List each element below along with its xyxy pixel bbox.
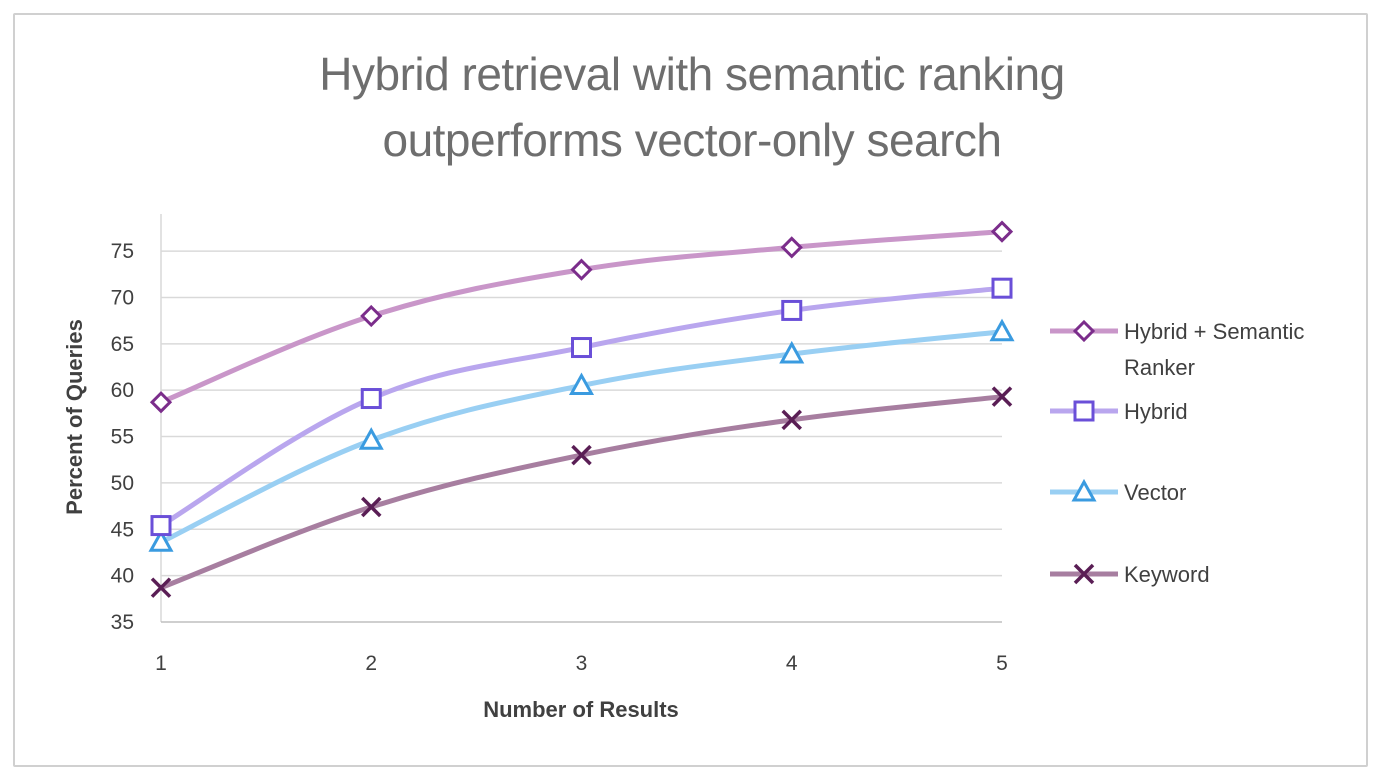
legend-item-hybrid: Hybrid: [1050, 399, 1188, 424]
data-point-hybrid: [150, 515, 172, 537]
legend-marker-hybrid-semantic-ranker: [1072, 319, 1096, 343]
data-point-keyword: [361, 496, 382, 518]
x-marker-stroke: [991, 386, 1013, 407]
data-point-vector: [568, 372, 595, 396]
x-marker-stroke: [571, 444, 592, 466]
y-axis-title: Percent of Queries: [62, 319, 87, 515]
data-point-hybrid-semantic-ranker: [360, 304, 383, 328]
x-marker-stroke: [150, 577, 172, 598]
legend-item-hybrid-semantic-ranker: Hybrid + Semantic Ranker: [1050, 319, 1304, 380]
data-point-vector: [779, 340, 805, 364]
legend-item-vector: Vector: [1050, 478, 1186, 505]
y-tick-label: 65: [111, 333, 134, 356]
series-keyword: [150, 386, 1013, 598]
y-tick-label: 75: [111, 240, 134, 263]
chart-title-line-1: Hybrid retrieval with semantic ranking: [319, 48, 1065, 100]
data-point-keyword: [991, 386, 1013, 407]
y-tick-label: 45: [111, 518, 134, 541]
x-marker-stroke: [781, 409, 802, 431]
x-marker-stroke: [361, 496, 382, 518]
data-point-vector: [148, 529, 174, 552]
x-tick-label: 3: [576, 652, 588, 675]
legend-label: Ranker: [1124, 355, 1195, 380]
legend-marker-hybrid: [1073, 400, 1095, 422]
series-line-keyword: [158, 394, 1005, 591]
legend-item-keyword: Keyword: [1050, 562, 1210, 587]
legend-marker-keyword: [1073, 563, 1095, 585]
data-point-keyword: [571, 444, 592, 466]
x-axis-title: Number of Results: [483, 697, 679, 722]
data-point-hybrid: [991, 277, 1013, 299]
x-tick-label: 5: [996, 652, 1008, 675]
x-tick-label: 2: [365, 652, 377, 675]
legend-label: Hybrid + Semantic: [1124, 319, 1304, 344]
x-tick-label: 1: [155, 652, 167, 675]
y-tick-label: 50: [111, 472, 134, 495]
data-point-keyword: [781, 409, 802, 431]
y-tick-label: 60: [111, 379, 134, 402]
series-hybrid-semantic-ranker: [149, 220, 1014, 414]
y-tick-label: 55: [111, 426, 134, 449]
data-point-keyword: [150, 577, 172, 598]
legend-marker-vector: [1071, 478, 1097, 502]
legend-label: Vector: [1124, 480, 1186, 505]
series-hybrid: [150, 277, 1013, 537]
data-point-hybrid-semantic-ranker: [780, 236, 803, 259]
data-point-vector: [989, 318, 1015, 342]
legend: Hybrid + Semantic Ranker Hybrid Vector Keywo…: [1050, 319, 1304, 587]
data-point-hybrid-semantic-ranker: [149, 391, 173, 414]
legend-label: Keyword: [1124, 562, 1210, 587]
series-vector: [148, 318, 1015, 552]
series-layer: [148, 220, 1015, 598]
data-point-hybrid: [781, 299, 803, 321]
x-tick-label: 4: [786, 652, 798, 675]
data-point-hybrid: [360, 388, 382, 410]
x-marker-stroke: [1073, 563, 1095, 585]
series-line-hybrid: [158, 285, 1005, 529]
data-point-hybrid-semantic-ranker: [990, 220, 1014, 243]
data-point-hybrid-semantic-ranker: [570, 258, 593, 281]
data-point-vector: [358, 427, 384, 450]
y-tick-label: 70: [111, 286, 134, 309]
legend-label: Hybrid: [1124, 399, 1188, 424]
data-point-hybrid: [571, 337, 592, 359]
y-tick-label: 40: [111, 565, 134, 588]
chart-title-line-2: outperforms vector-only search: [382, 114, 1002, 166]
y-tick-label: 35: [111, 611, 134, 634]
